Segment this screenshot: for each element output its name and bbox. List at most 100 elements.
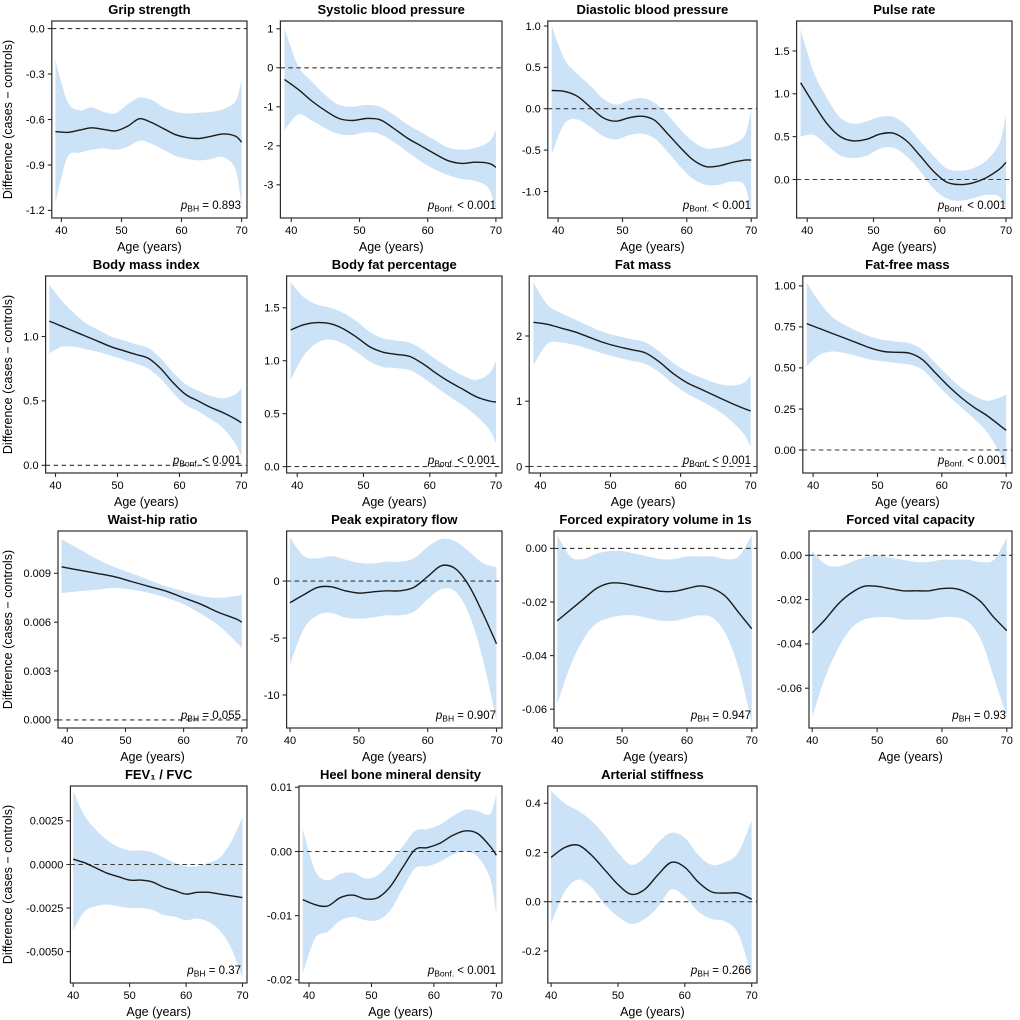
x-tick-label: 40 (284, 735, 296, 747)
x-tick-label: 40 (552, 225, 564, 237)
panel-fat-free-mass: 1.00 0.75 0.50 0.25 0.00 40 50 60 70 Fat-free mas… (765, 255, 1020, 510)
p-value-label: pBonf. < 0.001 (172, 455, 241, 469)
y-tick-label: 0.009 (23, 568, 51, 580)
panel-diastolic-blood-pressure: 1.0 0.5 0.0 -0.5 -1.0 40 50 60 70 Diastolic blood… (510, 0, 765, 255)
y-axis-label: Difference (cases − controls) (1, 295, 15, 454)
x-tick-label: 60 (177, 735, 189, 747)
y-tick-label: -0.2 (522, 946, 541, 958)
y-tick-label: 2 (516, 331, 522, 343)
p-value-label: pBonf. < 0.001 (937, 455, 1006, 469)
x-tick-label: 60 (936, 480, 948, 492)
panel-grip-strength: 0.0 -0.3 -0.6 -0.9 -1.2 40 50 60 70 Grip strength… (0, 0, 255, 255)
x-tick-label: 40 (806, 735, 818, 747)
x-tick-label: 70 (1000, 225, 1012, 237)
x-tick-label: 50 (353, 225, 365, 237)
y-tick-label: 0.0 (30, 23, 45, 35)
x-axis-label: Age (years) (875, 495, 940, 509)
x-axis-label: Age (years) (368, 1005, 433, 1019)
x-tick-label: 60 (934, 225, 946, 237)
panel-border (547, 785, 758, 984)
panel-title: Heel bone mineral density (320, 767, 482, 782)
panel-chart-fev-fvc: 0.0025 0.0000 -0.0025 -0.0050 40 50 60 70 FEV₁ /… (1, 767, 249, 1019)
x-tick-label: 40 (55, 225, 67, 237)
x-tick-label: 50 (115, 225, 127, 237)
trend-line (289, 564, 498, 644)
x-tick-label: 50 (111, 480, 123, 492)
x-tick-label: 70 (1000, 480, 1012, 492)
x-tick-label: 60 (175, 225, 187, 237)
panel-chart-waist-hip-ratio: 0.009 0.006 0.003 0.000 40 50 60 70 Waist-hip ra… (1, 512, 248, 764)
x-tick-label: 60 (936, 735, 948, 747)
x-tick-label: 70 (490, 735, 502, 747)
y-tick-label: -0.02 (777, 594, 802, 606)
y-tick-label: -0.3 (26, 69, 45, 81)
panel-title: Body fat percentage (332, 257, 457, 272)
panel-title: Systolic blood pressure (318, 2, 465, 17)
y-tick-label: -0.04 (522, 650, 547, 662)
panel-border (796, 20, 1013, 219)
panel-waist-hip-ratio: 0.009 0.006 0.003 0.000 40 50 60 70 Waist-hip ra… (0, 510, 255, 765)
p-value-label: pBH = 0.893 (180, 200, 241, 214)
y-tick-label: 1.00 (774, 281, 795, 293)
panel-title: FEV₁ / FVC (125, 767, 193, 782)
x-axis-label: Age (years) (611, 495, 676, 509)
y-tick-label: 0.0 (774, 174, 789, 186)
confidence-band (551, 26, 752, 215)
trend-line (284, 78, 497, 168)
x-tick-label: 50 (119, 735, 131, 747)
x-tick-label: 50 (616, 735, 628, 747)
x-tick-label: 70 (490, 990, 502, 1002)
x-axis-label: Age (years) (620, 240, 685, 254)
x-tick-label: 40 (807, 480, 819, 492)
y-tick-label: 0.0000 (30, 859, 64, 871)
trend-line (49, 320, 242, 424)
x-axis-label: Age (years) (120, 750, 185, 764)
panel-fev-fvc: 0.0025 0.0000 -0.0025 -0.0050 40 50 60 70 FEV₁ /… (0, 765, 255, 1020)
panel-arterial-stiffness: 0.4 0.2 0.0 -0.2 40 50 60 70 Arterial stiffness A… (510, 765, 765, 1020)
panel-border (279, 20, 503, 219)
y-tick-label: -5 (270, 633, 280, 645)
y-tick-label: 1 (267, 24, 273, 36)
x-tick-label: 60 (173, 480, 185, 492)
p-value-label: pBonf. < 0.001 (682, 200, 751, 214)
y-tick-label: 0.5 (264, 409, 279, 421)
x-tick-label: 50 (871, 735, 883, 747)
x-tick-label: 60 (422, 225, 434, 237)
x-tick-label: 40 (285, 225, 297, 237)
y-tick-label: -0.5 (522, 145, 541, 157)
y-tick-label: 0.000 (23, 715, 51, 727)
y-tick-label: 0.00 (271, 846, 292, 858)
panel-title: Body mass index (93, 257, 201, 272)
y-tick-label: 1 (516, 396, 522, 408)
y-tick-label: 1.0 (264, 356, 279, 368)
trend-line (55, 117, 243, 143)
panel-forced-expiratory-volume-in-1s: 0.00 -0.02 -0.04 -0.06 40 50 60 70 Forced expira… (510, 510, 765, 765)
x-tick-label: 60 (422, 735, 434, 747)
y-tick-label: -0.0050 (26, 946, 63, 958)
x-axis-label: Age (years) (620, 1005, 685, 1019)
panel-chart-heel-bone-mineral-density: 0.01 0.00 -0.01 -0.02 40 50 60 70 Heel bone mine… (267, 767, 503, 1019)
y-tick-label: 0.5 (526, 62, 541, 74)
trend-line (290, 321, 497, 403)
trend-line (533, 321, 751, 412)
x-tick-label: 50 (353, 735, 365, 747)
panel-title: Forced vital capacity (846, 512, 975, 527)
y-tick-label: -0.04 (777, 639, 802, 651)
y-tick-label: 0.0 (526, 897, 541, 909)
y-tick-label: 0.0025 (30, 816, 64, 828)
trend-line (806, 322, 1007, 431)
confidence-band (290, 537, 497, 720)
p-value-label: pBH = 0.37 (186, 965, 241, 979)
confidence-band (284, 28, 496, 213)
confidence-band (61, 539, 242, 649)
confidence-band (800, 29, 1006, 210)
panel-border (57, 530, 248, 729)
y-tick-label: -0.02 (522, 597, 547, 609)
y-tick-label: -10 (264, 690, 280, 702)
p-value-label: pBonf. < 0.001 (427, 965, 496, 979)
y-tick-label: -0.6 (26, 114, 45, 126)
x-tick-label: 50 (871, 480, 883, 492)
y-tick-label: 0.006 (23, 617, 51, 629)
x-tick-label: 40 (291, 480, 303, 492)
